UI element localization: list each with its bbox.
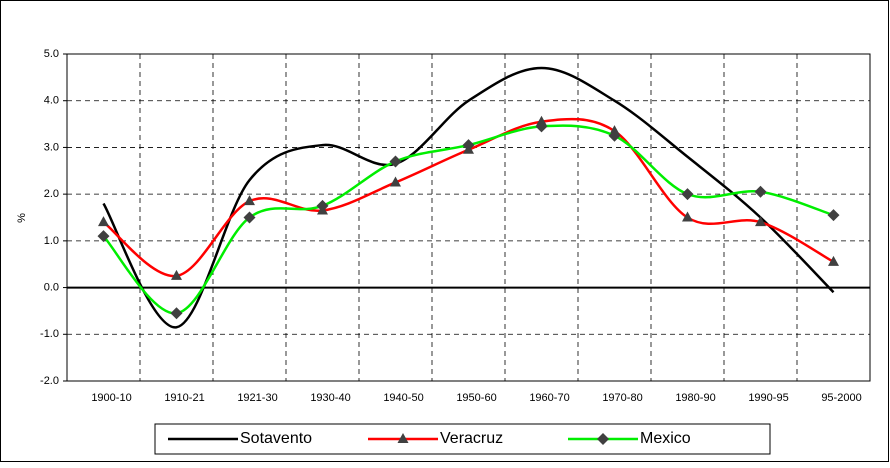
y-tick-label: -2.0 (40, 375, 59, 387)
legend-label: Mexico (640, 430, 691, 447)
legend-label: Sotavento (240, 430, 312, 447)
y-tick-label: 0.0 (44, 281, 59, 293)
y-tick-label: 4.0 (44, 95, 59, 107)
y-axis-label: % (16, 213, 28, 223)
diamond-marker (97, 230, 110, 243)
x-tick-label: 95-2000 (821, 392, 861, 404)
legend-label: Veracruz (440, 430, 503, 447)
triangle-marker (755, 216, 766, 227)
triangle-marker (828, 255, 839, 266)
plot-area (66, 53, 871, 382)
x-tick-label: 1950-60 (456, 392, 496, 404)
triangle-marker (682, 211, 693, 222)
diamond-marker (243, 211, 256, 224)
x-tick-label: 1930-40 (310, 392, 350, 404)
diamond-marker (681, 188, 694, 201)
y-tick-label: 3.0 (44, 141, 59, 153)
x-tick-label: 1921-30 (237, 392, 277, 404)
y-tick-label: 2.0 (44, 188, 59, 200)
diamond-marker (754, 185, 767, 198)
diamond-marker (608, 129, 621, 142)
legend-box (154, 423, 771, 455)
triangle-marker (171, 269, 182, 280)
x-tick-label: 1940-50 (383, 392, 423, 404)
x-tick-label: 1960-70 (529, 392, 569, 404)
y-tick-label: 5.0 (44, 48, 59, 60)
x-tick-label: 1990-95 (748, 392, 788, 404)
triangle-marker (390, 176, 401, 187)
x-tick-label: 1900-10 (91, 392, 131, 404)
y-tick-label: -1.0 (40, 328, 59, 340)
x-tick-label: 1980-90 (675, 392, 715, 404)
x-tick-label: 1970-80 (602, 392, 642, 404)
diamond-marker (389, 155, 402, 168)
diamond-marker (535, 120, 548, 133)
y-tick-label: 1.0 (44, 235, 59, 247)
diamond-marker (827, 209, 840, 222)
diamond-marker (316, 199, 329, 212)
x-tick-label: 1910-21 (164, 392, 204, 404)
diamond-marker (462, 139, 475, 152)
triangle-marker (244, 195, 255, 206)
series-line (102, 124, 834, 315)
diamond-marker (170, 307, 183, 320)
diamond-marker (597, 433, 609, 445)
triangle-marker (397, 433, 409, 443)
triangle-marker (98, 216, 109, 227)
